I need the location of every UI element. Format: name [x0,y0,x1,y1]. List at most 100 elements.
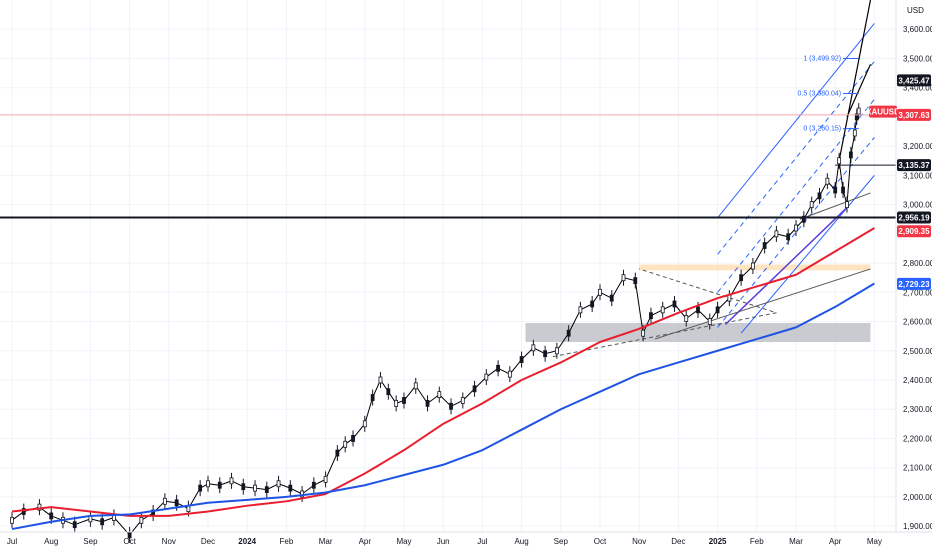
y-tick-label: 3,200.00 [903,142,932,151]
support-zone [639,264,871,271]
candle-body [413,382,418,390]
candle-body [10,516,14,524]
candle-body [437,391,442,399]
candle-body [507,370,512,378]
triangle-pattern [552,268,777,358]
candle-body [852,129,857,137]
moving-average-line [11,227,875,517]
y-tick-label: 3,400.00 [903,84,932,93]
candle-body [241,483,246,491]
y-tick-label: 2,100.00 [903,464,932,473]
candle-body [762,242,767,249]
x-axis-ticks: Jul Aug Sep Oct Nov Dec 2024 Feb Mar Apr May Jun Jul… [7,537,882,546]
price-tag [897,277,931,290]
y-axis-ticks: 1,900.00 2,000.00 2,100.00 2,200.00 2,300.00… [903,25,932,531]
y-tick-label: 3,500.00 [903,54,932,63]
channel-line [717,23,875,219]
x-tick-label: May [396,537,411,546]
y-tick-label: 1,900.00 [903,522,932,531]
candle-body [370,394,375,401]
candle-body [276,480,281,488]
level-layer [0,114,896,219]
candle-body [825,177,830,185]
candle-body [198,484,203,492]
candle-body [72,521,77,529]
candle-body [786,233,791,241]
candle-body [343,440,348,448]
candle-body [484,373,489,381]
candle-body [519,356,524,363]
candle-body [264,486,269,494]
x-tick-label: Aug [514,537,528,546]
projection-line-2 [846,64,872,118]
candle-body [727,294,732,302]
candle-body [460,397,465,404]
channel-line [740,175,875,334]
candle-body [660,306,665,314]
candle-body [174,499,179,507]
candle-body [531,344,536,352]
price-tag [897,159,931,172]
candle-body [217,481,222,489]
candle-body [449,402,453,410]
candle-body [801,215,806,223]
fib-label: 1 (3,499.92) [803,55,841,62]
price-tag [897,74,931,87]
y-tick-label: 2,000.00 [903,493,932,502]
x-tick-label: Jun [437,537,450,546]
fib-labels: 1 (3,499.92) 0.5 (3,380.04) 0 (3,260.15) [797,55,859,133]
support-zone [525,323,871,342]
x-tick-label: 2025 [709,537,727,546]
candle-body [633,277,638,285]
candle-body [37,503,42,511]
candle-body [543,350,548,358]
candle-body [684,315,689,323]
symbol-tag-label: XAUUSD [866,108,900,117]
candle-body [609,294,614,302]
candle-body [323,475,328,483]
candle-body [335,449,340,457]
candle-body [21,508,26,515]
x-tick-label: Dec [201,537,215,546]
candle-body [554,347,559,355]
candle-body [649,312,653,320]
price-tag-label: 3,135.37 [898,161,930,170]
series-layer [10,103,875,543]
y-axis-panel[interactable] [896,0,932,532]
candle-body [49,512,54,520]
candle-body [496,364,500,372]
candle-body [578,306,583,314]
x-tick-label: Nov [162,537,176,546]
candle-body [841,186,845,194]
x-tick-label: Aug [44,537,58,546]
candle-body [848,151,853,159]
candle-body [351,435,355,442]
moving-average-line [11,282,875,531]
candle-body [394,399,399,407]
candle-body [837,157,842,165]
y-tick-label: 2,600.00 [903,318,932,327]
candle-body [386,388,391,396]
price-tag [897,108,931,121]
fib-label: 0 (3,260.15) [803,126,841,133]
candle-body [739,274,744,282]
x-tick-label: Apr [359,537,372,546]
y-tick-label: 3,100.00 [903,171,932,180]
x-tick-label: Jul [477,537,487,546]
y-tick-label: 2,800.00 [903,259,932,268]
price-tag [897,211,931,224]
y-tick-label: 2,400.00 [903,376,932,385]
support-trendline [724,206,848,326]
x-tick-label: Sep [554,537,569,546]
candle-body [845,201,849,209]
price-tag-label: 3,425.47 [898,76,930,85]
x-tick-label: Apr [829,537,842,546]
candle-body [598,288,602,296]
candle-body [833,186,838,194]
candle-body [774,230,779,238]
candle-body [311,481,316,489]
long-trendline [654,268,871,340]
candle-body [794,224,798,232]
candle-body [253,484,257,492]
